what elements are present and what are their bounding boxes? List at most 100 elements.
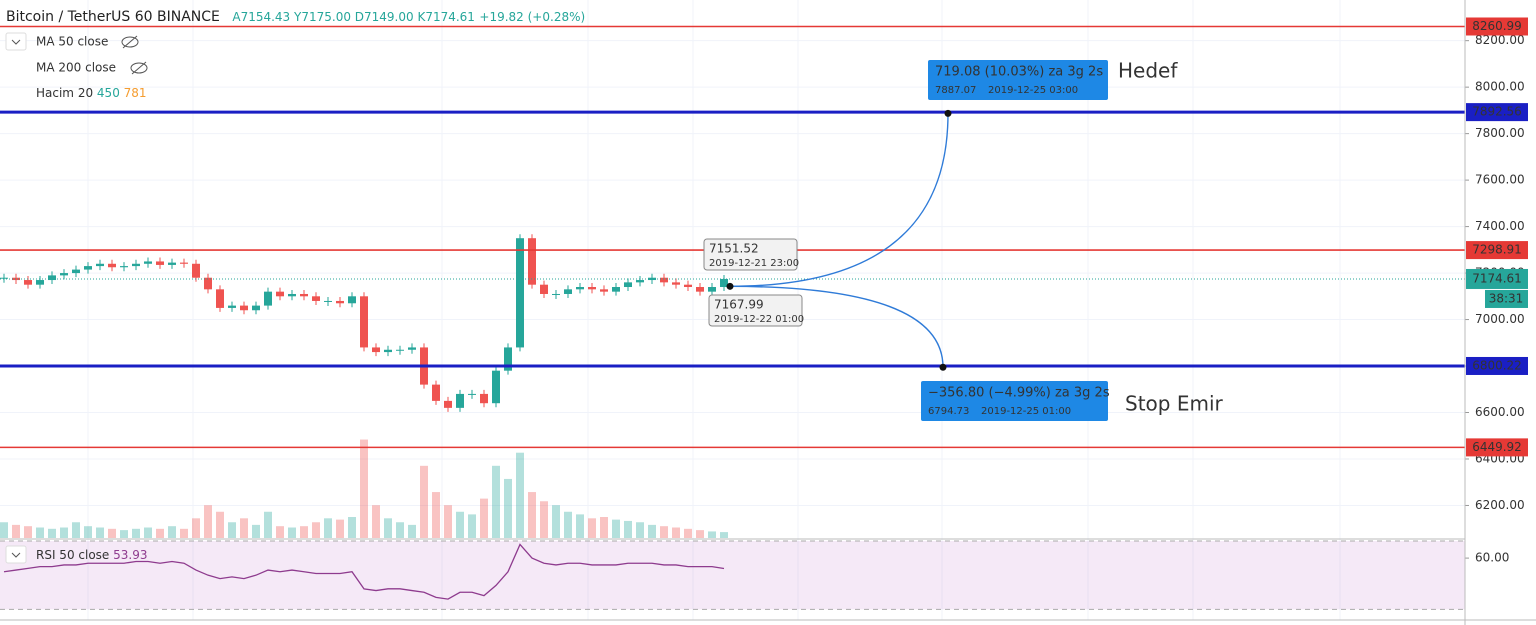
projection-price: 6794.73 (928, 406, 969, 417)
volume-bar (588, 518, 596, 538)
indicator-label[interactable]: Hacim 20 450 781 (36, 86, 147, 100)
candle (240, 305, 248, 311)
y-tick-label: 8200.00 (1475, 33, 1525, 47)
volume-bar (348, 517, 356, 538)
projection-label: 719.08 (10.03%) za 3g 2s (935, 65, 1103, 80)
candle (264, 291, 272, 306)
volume-label: Hacim 20 (36, 86, 93, 100)
volume-bar (324, 518, 332, 538)
candle (552, 293, 560, 295)
volume-bar (120, 530, 128, 538)
projection-note: Stop Emir (1125, 392, 1224, 416)
volume-bar (336, 519, 344, 538)
volume-bar (360, 439, 368, 538)
projection-box (928, 60, 1108, 100)
chevron (11, 552, 21, 558)
volume-bar (384, 518, 392, 538)
exchange: BINANCE (157, 9, 220, 25)
projection-note: Hedef (1118, 59, 1178, 83)
level-label: 7892.56 (1472, 105, 1522, 119)
candle (132, 263, 140, 267)
y-tick-label: 60.00 (1475, 551, 1509, 565)
volume-bar (576, 514, 584, 538)
legend: MA 50 close MA 200 close Hacim 20 450 78… (5, 32, 148, 564)
volume-bar (708, 531, 716, 538)
candle (288, 293, 296, 297)
indicator-label[interactable]: MA 200 close (36, 61, 116, 75)
volume-bar (684, 528, 692, 538)
candle (636, 280, 644, 283)
candle (84, 266, 92, 270)
candle (684, 284, 692, 288)
collapse-button[interactable] (5, 545, 27, 564)
candle (468, 393, 476, 395)
candle (48, 275, 56, 281)
candle (564, 289, 572, 294)
candle (276, 291, 284, 297)
interval: 60 (135, 9, 153, 25)
volume-bar (264, 511, 272, 538)
candle (480, 393, 488, 404)
eye-icon[interactable] (130, 61, 148, 75)
candle (408, 347, 416, 350)
candle (348, 296, 356, 304)
rsi-last: 53.93 (113, 548, 147, 562)
candle (624, 282, 632, 288)
marker-box (703, 238, 798, 271)
level-label: 8260.99 (1472, 19, 1522, 33)
volume-bar (36, 527, 44, 538)
candle (192, 263, 200, 278)
volume-bar (60, 527, 68, 538)
volume-bar (300, 526, 308, 538)
rsi-band (0, 541, 1465, 610)
volume-bar (720, 532, 728, 538)
volume-bar (624, 520, 632, 538)
volume-bar (492, 465, 500, 538)
projection-price: 7887.07 (935, 85, 976, 96)
candle (540, 284, 548, 294)
collapse-button[interactable] (5, 32, 27, 51)
y-tick-label: 7600.00 (1475, 173, 1525, 187)
volume-bar (144, 527, 152, 538)
candle (252, 305, 260, 311)
candle (612, 287, 620, 292)
volume-bar (540, 501, 548, 538)
countdown-tag (1485, 289, 1528, 308)
indicator-label[interactable]: MA 50 close (36, 35, 108, 49)
marker-box (708, 294, 803, 327)
level-tag (1466, 241, 1528, 260)
volume-bar (480, 498, 488, 538)
projection-arrow (729, 285, 944, 368)
last-price-label: 7174.61 (1472, 271, 1522, 285)
countdown: 38:31 (1489, 291, 1524, 305)
candle (672, 282, 680, 285)
candle (660, 277, 668, 283)
candle (696, 287, 704, 292)
eye-icon[interactable] (121, 35, 139, 49)
volume-bar (240, 518, 248, 538)
change: +19.82 (+0.28%) (479, 10, 585, 24)
rsi-line (3, 543, 725, 600)
volume-bar (168, 526, 176, 538)
marker-time: 2019-12-21 23:00 (709, 258, 799, 269)
volume-bar (204, 505, 212, 538)
candle (324, 300, 332, 302)
volume-bar (192, 518, 200, 538)
candle (336, 300, 344, 304)
y-tick-label: 7800.00 (1475, 126, 1525, 140)
candle (96, 263, 104, 267)
volume-bar (444, 505, 452, 538)
projection-box (921, 381, 1108, 421)
volume-bar (108, 528, 116, 538)
candle (36, 280, 44, 285)
level-label: 6449.92 (1472, 440, 1522, 454)
level-label: 6800.22 (1472, 358, 1522, 372)
level-label: 7298.91 (1472, 243, 1522, 257)
candle (528, 238, 536, 285)
candle (180, 262, 188, 264)
volume-bar (312, 522, 320, 538)
candle (228, 305, 236, 308)
volume-bar (552, 505, 560, 538)
plot: 6200.006400.006600.006800.007000.007200.… (0, 17, 1528, 610)
